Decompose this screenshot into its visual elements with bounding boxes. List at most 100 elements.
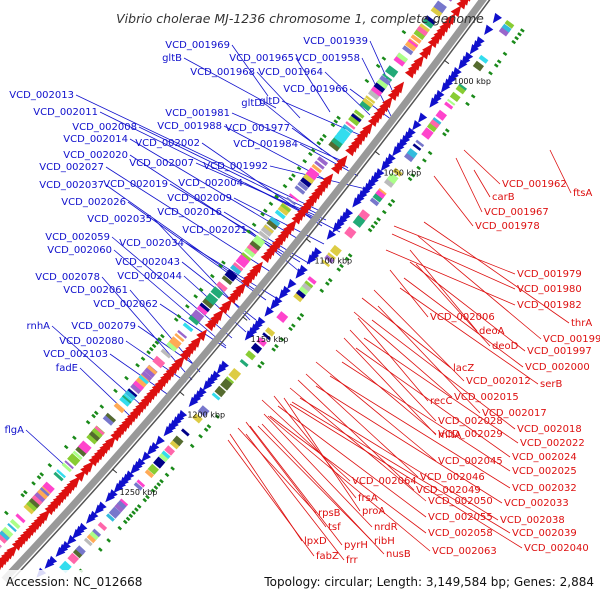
gene-label-reverse: VCD_002044: [117, 271, 182, 282]
cog-block: [305, 167, 320, 181]
callout-line: [137, 325, 197, 367]
gene-label-forward: VCD_002040: [524, 543, 589, 554]
gene-label-forward: VCD_001991: [543, 334, 600, 345]
gene-label-forward: VCD_002022: [520, 438, 585, 449]
callout-line: [389, 269, 429, 318]
cog-block: [152, 355, 166, 369]
gene-label-reverse: VCD_001968: [190, 67, 255, 78]
rna-mark: [20, 492, 25, 498]
cog-block: [345, 121, 356, 130]
cog-block: [172, 435, 184, 447]
cog-block: [355, 214, 366, 225]
cog-block: [113, 402, 125, 414]
gene-arrow: [82, 461, 94, 473]
rna-mark: [422, 158, 427, 163]
callout-line: [329, 375, 511, 489]
callout-line: [315, 361, 437, 462]
gene-label-forward: VCD_002049: [416, 485, 481, 496]
gene-label-reverse: VCD_001965: [229, 53, 294, 64]
gene-label-forward: VCD_002038: [500, 515, 565, 526]
gene-label-forward: VCD_002032: [512, 483, 577, 494]
rna-mark: [85, 420, 91, 425]
cog-block: [252, 234, 266, 248]
callout-line: [363, 337, 519, 444]
cog-block: [166, 341, 178, 352]
rna-mark: [381, 209, 387, 215]
gene-label-forward: deoD: [492, 341, 519, 352]
cog-block: [106, 513, 115, 522]
cog-block: [372, 191, 384, 203]
gene-label-reverse: VCD_002103: [43, 349, 108, 360]
cog-block: [191, 309, 205, 323]
gene-arrow: [77, 522, 88, 533]
cog-block: [269, 216, 281, 227]
gene-label-reverse: gltB: [162, 53, 182, 64]
gene-label-reverse: VCD_002007: [129, 158, 194, 169]
cog-block: [235, 255, 249, 269]
gene-arrow: [362, 122, 373, 135]
rna-mark: [333, 119, 339, 124]
gene-label-forward: lpxD: [304, 536, 327, 547]
cog-block: [344, 229, 355, 239]
gene-arrow: [221, 299, 233, 311]
cog-block: [56, 469, 66, 479]
position-ruler: 1000 kbp 1050 kbp 1100 kbp 1150 kbp 1200 kbp…: [111, 59, 491, 497]
callout-line: [335, 349, 437, 435]
cog-block: [89, 428, 102, 442]
gene-label-forward: VCD_002025: [512, 466, 577, 477]
rna-mark: [124, 375, 129, 381]
callout-line: [473, 169, 491, 198]
cog-block: [402, 45, 414, 56]
gene-label-forward: pyrH: [344, 540, 368, 551]
callout-line: [373, 289, 465, 382]
ruler-tick: [374, 150, 380, 156]
rna-mark: [330, 122, 336, 128]
callout-line: [51, 325, 141, 405]
accession-text: Accession: NC_012668: [6, 575, 142, 589]
ruler-label: 1050 kbp: [384, 169, 422, 178]
cog-block: [221, 275, 233, 286]
rna-mark: [302, 159, 308, 164]
cog-block: [174, 333, 185, 343]
gene-label-reverse: VCD_002062: [93, 299, 158, 310]
cog-block: [9, 518, 21, 530]
gene-arrow: [39, 509, 51, 522]
rna-mark: [72, 435, 77, 441]
cog-block: [407, 39, 418, 48]
gene-arrow: [413, 55, 425, 67]
cog-block: [244, 245, 257, 258]
gene-label-forward: VCD_001978: [475, 221, 540, 232]
gene-label-reverse: gltD: [241, 98, 262, 109]
cog-block: [385, 65, 399, 78]
rna-mark: [251, 222, 257, 227]
cog-block: [424, 15, 436, 25]
gene-label-forward: thrA: [571, 318, 592, 329]
cog-block: [192, 413, 203, 424]
gene-arrow: [463, 51, 474, 63]
rna-mark: [173, 317, 179, 322]
gene-label-reverse: VCD_002060: [47, 245, 112, 256]
gene-label-forward: VCD_001967: [484, 207, 549, 218]
cog-block: [478, 54, 489, 64]
cog-block: [245, 350, 256, 361]
rna-mark: [288, 176, 293, 182]
callout-line: [244, 182, 341, 233]
gene-arrow: [412, 120, 422, 131]
cog-block: [220, 380, 231, 391]
gene-arrow: [393, 81, 405, 94]
cog-block: [472, 60, 484, 72]
callout-line: [25, 429, 71, 471]
gene-label-forward: serB: [540, 379, 562, 390]
rna-mark: [308, 151, 313, 157]
cog-block: [370, 83, 385, 97]
gene-label-forward: rpsB: [318, 508, 341, 519]
rna-mark: [274, 343, 279, 349]
cog-block: [102, 412, 116, 426]
rna-mark: [23, 489, 28, 495]
gene-label-reverse: VCD_002020: [63, 150, 128, 161]
cog-block: [392, 167, 403, 177]
cog-block: [328, 139, 342, 152]
gene-label-reverse: VCD_002021: [182, 225, 247, 236]
cog-block: [276, 311, 289, 323]
cog-block: [1, 526, 14, 538]
